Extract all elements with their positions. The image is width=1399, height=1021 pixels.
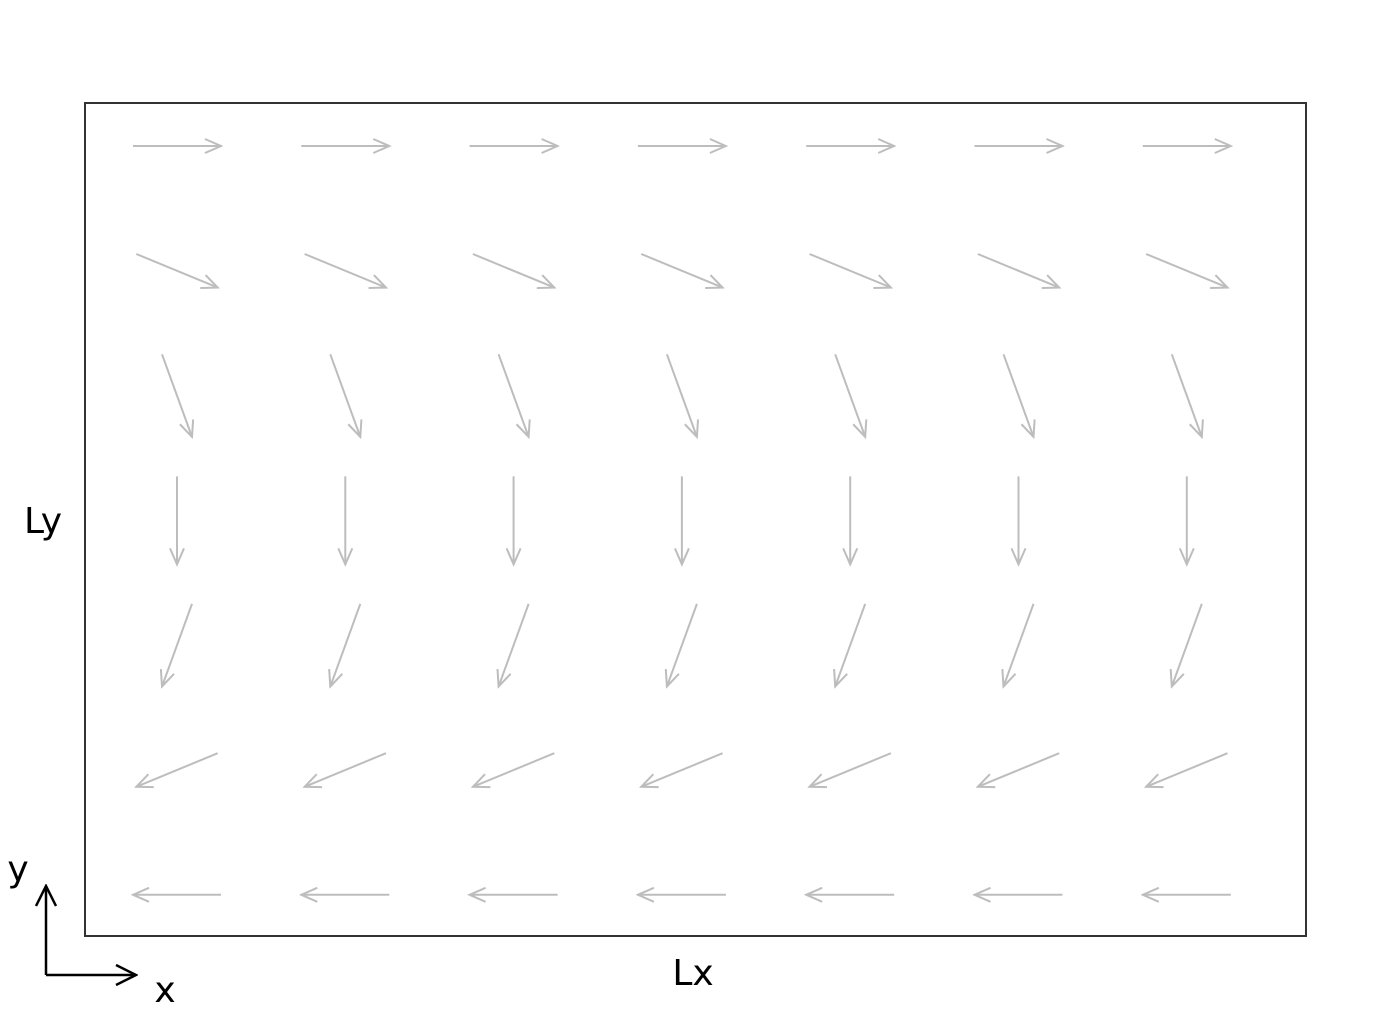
field-arrow: [161, 353, 192, 437]
field-arrow: [330, 603, 362, 687]
field-arrow: [641, 752, 723, 787]
field-arrow: [977, 253, 1059, 288]
field-arrow: [499, 603, 530, 687]
field-arrow: [835, 603, 867, 687]
field-arrow: [834, 353, 865, 437]
field-arrow: [305, 752, 387, 787]
vector-field: [133, 146, 1231, 895]
field-arrow: [497, 353, 529, 437]
field-arrow: [809, 253, 891, 288]
field-arrow: [1004, 603, 1035, 687]
field-arrow: [136, 752, 219, 787]
width-label: Lx: [672, 953, 713, 994]
axis-indicator: [46, 886, 136, 975]
axis-y-label: y: [7, 849, 28, 890]
field-arrow: [667, 603, 698, 687]
field-arrow: [665, 353, 697, 437]
field-arrow: [162, 603, 193, 687]
field-arrow: [810, 752, 892, 787]
field-arrow: [329, 353, 360, 437]
field-arrow: [1170, 353, 1202, 437]
field-arrow: [1146, 752, 1228, 787]
field-arrow: [640, 253, 722, 288]
field-arrow: [1172, 603, 1203, 687]
field-arrow: [472, 253, 554, 288]
field-arrow: [1145, 253, 1227, 288]
field-arrow: [1002, 353, 1034, 437]
field-arrow: [135, 253, 217, 288]
height-label: Ly: [24, 501, 62, 542]
domain-frame: [84, 102, 1307, 937]
field-arrow: [304, 253, 386, 288]
field-arrow: [978, 752, 1060, 787]
axis-x-label: x: [154, 970, 175, 1011]
field-arrow: [473, 752, 555, 787]
